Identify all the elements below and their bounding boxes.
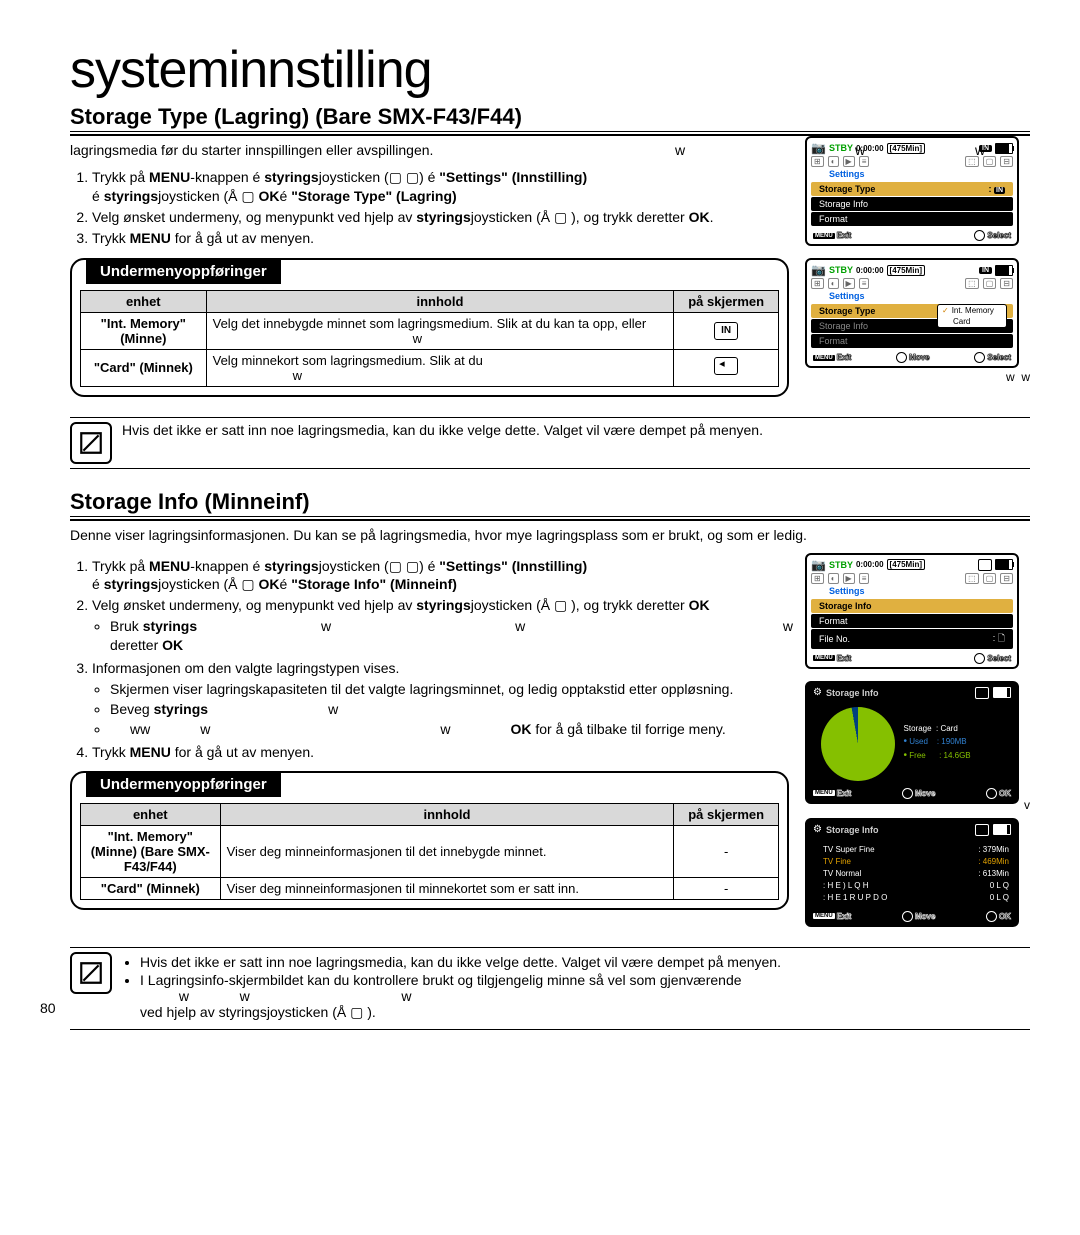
camera-screen-storage-pie: ⚙ Storage Info Storage : Card • Used : 1… [805, 681, 1019, 804]
submenu-table-1: enhet innhold på skjermen "Int. Memory" … [80, 290, 779, 387]
menu-file-no[interactable]: File No.: 🗋 [811, 629, 1013, 649]
card-icon [978, 559, 992, 571]
menu-format[interactable]: Format [811, 212, 1013, 226]
joystick-icon [902, 788, 913, 799]
step-1: Trykk på MENU-knappen é styringsjoystick… [92, 168, 789, 206]
section-2-steps: Trykk på MENU-knappen é styringsjoystick… [70, 557, 789, 762]
card-icon [975, 824, 989, 836]
section-1-steps: Trykk på MENU-knappen é styringsjoystick… [70, 168, 789, 248]
note-icon [70, 422, 112, 464]
menu-format[interactable]: Format [811, 614, 1013, 628]
popup-card[interactable]: Card [938, 316, 1006, 327]
step-3: Informasjonen om den valgte lagringstype… [92, 659, 789, 739]
menu-storage-info[interactable]: Storage Info [811, 197, 1013, 211]
camera-icon: 📷 [811, 263, 826, 277]
step-1: Trykk på MENU-knappen é styringsjoystick… [92, 557, 789, 595]
note-icon [70, 952, 112, 994]
table-row: "Card" (Minnek) Viser deg minneinformasj… [81, 878, 779, 900]
gear-icon: ⚙ [813, 824, 822, 835]
camera-screen-3: 📷 STBY 0:00:00 [475Min] ⊞◐▶≡ ⬚▢⊟ Setting… [805, 553, 1019, 669]
menu-storage-info[interactable]: Storage Info [811, 599, 1013, 613]
page-number: 80 [40, 1000, 1030, 1016]
step-2: Velg ønsket undermeny, og menypunkt ved … [92, 596, 789, 655]
page-title: systeminnstilling [70, 40, 1030, 100]
battery-icon [995, 559, 1013, 570]
step-4: Trykk MENU for å gå ut av menyen. [92, 743, 789, 762]
table-row: "Card" (Minnek) Velg minnekort som lagri… [81, 349, 779, 386]
joystick-icon [902, 911, 913, 922]
joystick-icon [896, 352, 907, 363]
settings-label: Settings [807, 291, 1017, 303]
joystick-icon [974, 230, 985, 241]
submenu-box-2: Undermenyoppføringer enhet innhold på sk… [70, 771, 789, 910]
pie-chart [821, 707, 895, 781]
step-3: Trykk MENU for å gå ut av menyen. [92, 229, 789, 248]
table-header-row: enhet innhold på skjermen [81, 804, 779, 826]
battery-icon [993, 687, 1011, 698]
step-2: Velg ønsket undermeny, og menypunkt ved … [92, 208, 789, 227]
note-1: Hvis det ikke er satt inn noe lagringsme… [70, 417, 1030, 469]
battery-icon [993, 824, 1011, 835]
battery-icon [995, 143, 1013, 154]
card-icon [714, 357, 738, 375]
camera-icon: 📷 [811, 558, 826, 572]
joystick-icon [974, 653, 985, 664]
menu-format[interactable]: Format [811, 334, 1013, 348]
table-row: "Int. Memory" (Minne) (Bare SMX-F43/F44)… [81, 826, 779, 878]
table-header-row: enhet innhold på skjermen [81, 290, 779, 312]
in-icon: IN [979, 267, 992, 274]
submenu-table-2: enhet innhold på skjermen "Int. Memory" … [80, 803, 779, 900]
settings-label: Settings [807, 169, 1017, 181]
popup-menu: ✓Int. Memory Card [937, 304, 1007, 328]
settings-label: Settings [807, 586, 1017, 598]
camera-screen-tv-list: ⚙ Storage Info TV Super Fine: 379Min TV … [805, 818, 1019, 927]
section-1-intro: lagringsmedia før du starter innspilling… [70, 142, 789, 158]
submenu-label-2: Undermenyoppføringer [86, 772, 281, 797]
joystick-icon [986, 788, 997, 799]
joystick-icon [974, 352, 985, 363]
popup-int-memory[interactable]: ✓Int. Memory [938, 305, 1006, 316]
menu-storage-type[interactable]: Storage Type: IN [811, 182, 1013, 196]
table-row: "Int. Memory" (Minne) Velg det innebygde… [81, 312, 779, 349]
section-2-intro: Denne viser lagringsinformasjonen. Du ka… [70, 527, 1030, 543]
section-2-heading: Storage Info (Minneinf) [70, 489, 1030, 521]
gear-icon: ⚙ [813, 687, 822, 698]
submenu-box-1: Undermenyoppføringer enhet innhold på sk… [70, 258, 789, 397]
camera-icon: 📷 [811, 141, 826, 155]
joystick-icon [986, 911, 997, 922]
battery-icon [995, 265, 1013, 276]
camera-screen-2: 📷 STBY 0:00:00 [475Min] IN ⊞◐▶≡ ⬚▢⊟ Sett… [805, 258, 1019, 368]
in-icon: IN [714, 322, 738, 340]
card-icon [975, 687, 989, 699]
submenu-label-1: Undermenyoppføringer [86, 259, 281, 284]
section-1-heading: Storage Type (Lagring) (Bare SMX-F43/F44… [70, 104, 1030, 136]
note-2: Hvis det ikke er satt inn noe lagringsme… [70, 947, 1030, 1030]
